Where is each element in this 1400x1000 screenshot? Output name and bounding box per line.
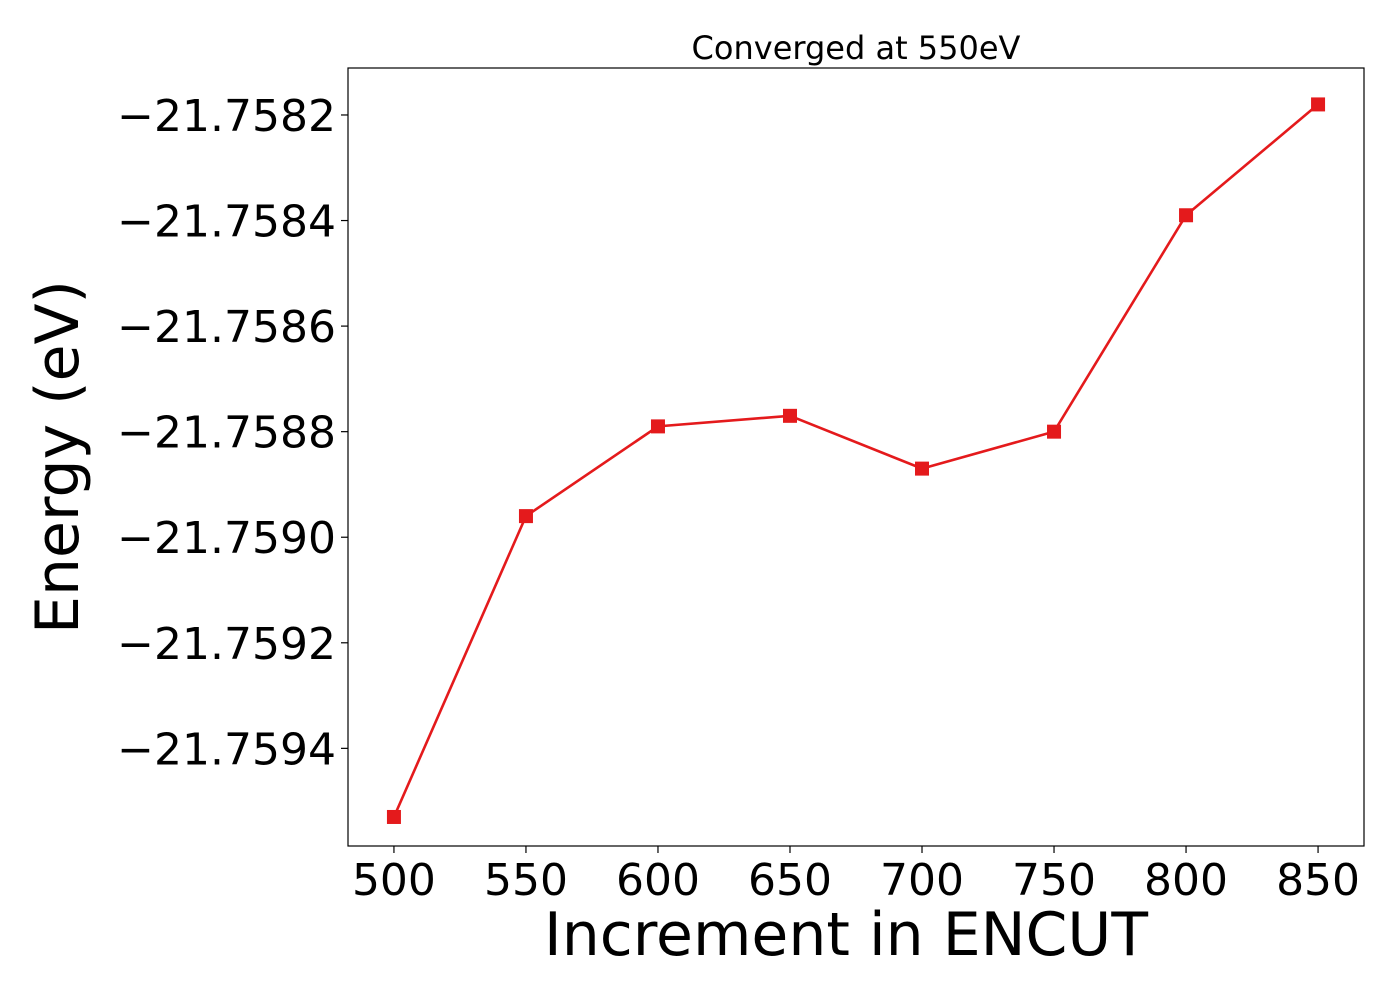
y-axis-label: Energy (eV) [23, 280, 93, 634]
x-tick-label: 500 [352, 855, 436, 906]
y-axis-ticks: −21.7594 −21.7592 −21.7590 −21.7588 −21.7586… [117, 91, 348, 775]
x-tick-label: 750 [1012, 855, 1096, 906]
y-tick-label: −21.7586 [117, 302, 336, 353]
y-tick-label: −21.7590 [117, 513, 336, 564]
plot-frame [347, 67, 1365, 847]
x-tick-label: 600 [616, 855, 700, 906]
x-axis-ticks: 500 550 600 650 700 750 800 850 [352, 846, 1360, 906]
y-tick-label: −21.7584 [117, 197, 336, 248]
chart-title: Converged at 550eV [692, 29, 1021, 67]
y-tick-label: −21.7594 [117, 724, 336, 775]
data-point [915, 461, 930, 476]
x-tick-label: 700 [880, 855, 964, 906]
x-tick-label: 650 [748, 855, 832, 906]
data-point [1179, 208, 1194, 223]
data-point [386, 809, 401, 824]
data-point [518, 509, 533, 524]
series-line [392, 103, 1319, 818]
data-point [650, 419, 665, 434]
series-layer [386, 97, 1326, 824]
x-tick-label: 550 [484, 855, 568, 906]
y-tick-label: −21.7592 [117, 619, 336, 670]
y-tick-label: −21.7588 [117, 408, 336, 459]
data-point [1311, 97, 1326, 112]
x-axis-label: Increment in ENCUT [544, 900, 1148, 970]
x-tick-label: 850 [1276, 855, 1360, 906]
data-point [782, 408, 797, 423]
x-tick-label: 800 [1144, 855, 1228, 906]
data-point [1047, 424, 1062, 439]
y-tick-label: −21.7582 [117, 91, 336, 142]
